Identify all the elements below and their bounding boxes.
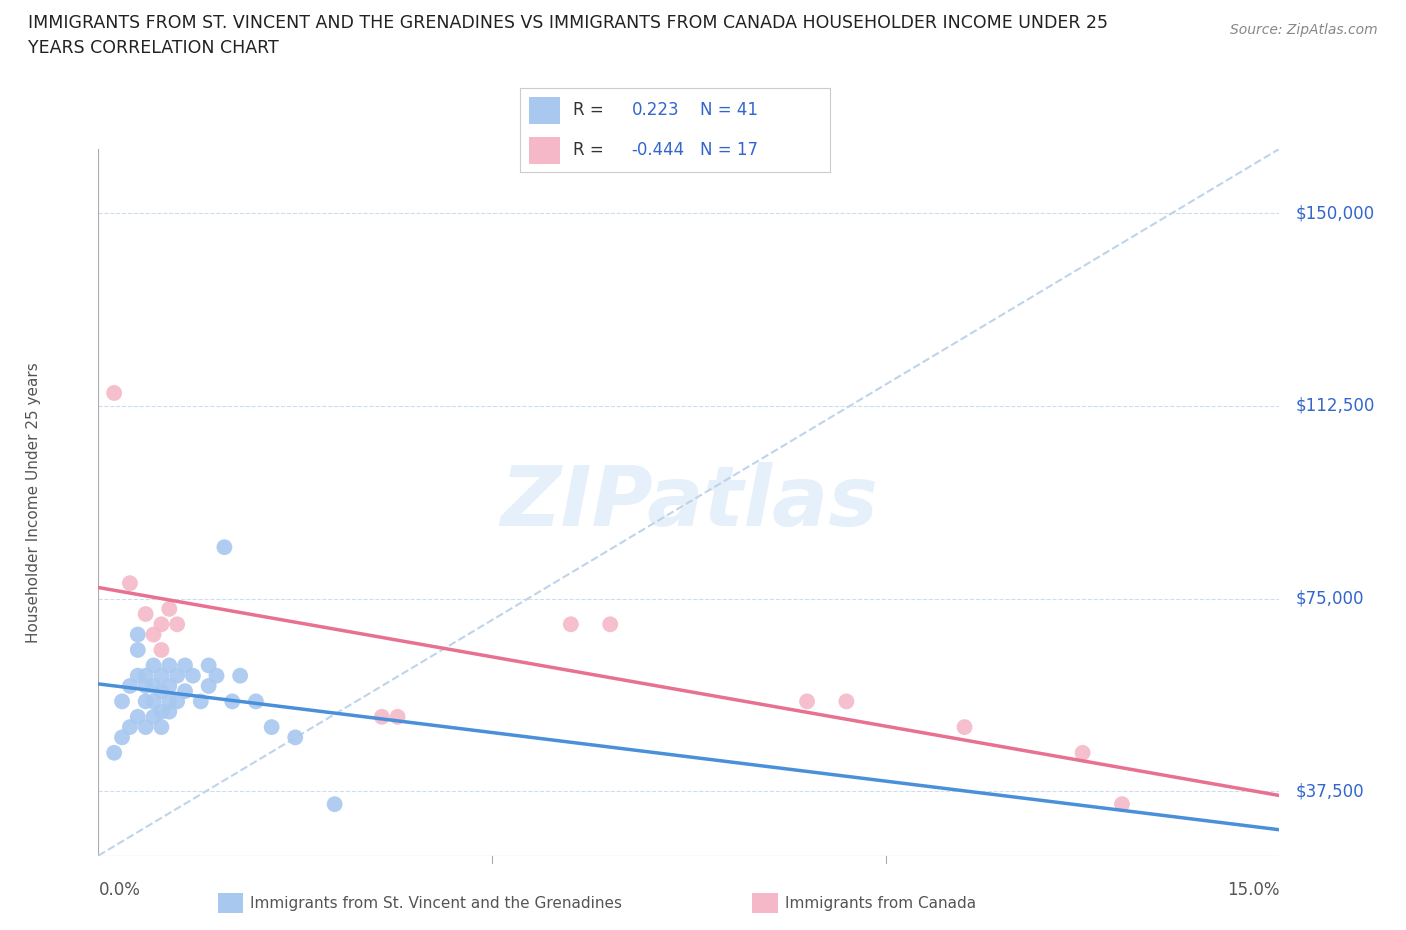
- Point: [157, 602, 180, 617]
- Point: [205, 669, 228, 684]
- Point: [560, 617, 582, 631]
- Point: [157, 679, 180, 694]
- Point: [111, 694, 134, 709]
- Point: [150, 669, 173, 684]
- Point: [127, 627, 149, 642]
- Text: $37,500: $37,500: [1295, 782, 1364, 801]
- Point: [142, 679, 165, 694]
- Text: Immigrants from St. Vincent and the Grenadines: Immigrants from St. Vincent and the Gren…: [250, 896, 623, 910]
- Point: [150, 684, 173, 698]
- Bar: [530, 137, 561, 164]
- Text: 0.0%: 0.0%: [98, 882, 141, 899]
- Point: [157, 658, 180, 672]
- Point: [387, 710, 409, 724]
- Text: $75,000: $75,000: [1295, 590, 1364, 607]
- Point: [127, 710, 149, 724]
- Point: [150, 720, 173, 735]
- Point: [150, 704, 173, 719]
- Point: [157, 704, 180, 719]
- Point: [181, 669, 204, 684]
- Point: [142, 710, 165, 724]
- Point: [1111, 797, 1133, 812]
- Bar: [530, 97, 561, 124]
- Point: [214, 539, 236, 554]
- Point: [127, 643, 149, 658]
- Point: [174, 684, 197, 698]
- Point: [135, 669, 157, 684]
- Point: [953, 720, 976, 735]
- Text: 15.0%: 15.0%: [1227, 882, 1279, 899]
- Text: $112,500: $112,500: [1295, 397, 1375, 415]
- Text: Source: ZipAtlas.com: Source: ZipAtlas.com: [1230, 23, 1378, 37]
- Point: [135, 694, 157, 709]
- Point: [260, 720, 283, 735]
- Text: $150,000: $150,000: [1295, 204, 1374, 222]
- Point: [229, 669, 252, 684]
- Point: [166, 617, 188, 631]
- Point: [150, 617, 173, 631]
- Point: [323, 797, 346, 812]
- Point: [118, 576, 141, 591]
- Point: [166, 694, 188, 709]
- Text: IMMIGRANTS FROM ST. VINCENT AND THE GRENADINES VS IMMIGRANTS FROM CANADA HOUSEHO: IMMIGRANTS FROM ST. VINCENT AND THE GREN…: [28, 14, 1108, 32]
- Point: [118, 679, 141, 694]
- Point: [118, 720, 141, 735]
- Text: N = 41: N = 41: [700, 101, 758, 119]
- Point: [197, 679, 219, 694]
- Point: [599, 617, 621, 631]
- Point: [135, 606, 157, 621]
- Text: R =: R =: [572, 141, 603, 159]
- Point: [245, 694, 267, 709]
- Point: [142, 627, 165, 642]
- Point: [166, 669, 188, 684]
- Point: [135, 720, 157, 735]
- Text: YEARS CORRELATION CHART: YEARS CORRELATION CHART: [28, 39, 278, 57]
- Point: [157, 694, 180, 709]
- Text: R =: R =: [572, 101, 603, 119]
- Point: [135, 679, 157, 694]
- Text: -0.444: -0.444: [631, 141, 685, 159]
- Point: [190, 694, 212, 709]
- Point: [103, 386, 125, 401]
- Point: [103, 745, 125, 760]
- Point: [142, 694, 165, 709]
- Point: [835, 694, 858, 709]
- Text: 0.223: 0.223: [631, 101, 679, 119]
- Text: N = 17: N = 17: [700, 141, 758, 159]
- Point: [371, 710, 394, 724]
- Text: ZIPatlas: ZIPatlas: [501, 461, 877, 543]
- Point: [174, 658, 197, 672]
- Point: [284, 730, 307, 745]
- Point: [796, 694, 818, 709]
- Point: [197, 658, 219, 672]
- Point: [1071, 745, 1094, 760]
- Point: [142, 658, 165, 672]
- Point: [127, 669, 149, 684]
- Text: Immigrants from Canada: Immigrants from Canada: [785, 896, 976, 910]
- Point: [221, 694, 243, 709]
- Point: [150, 643, 173, 658]
- Text: Householder Income Under 25 years: Householder Income Under 25 years: [25, 362, 41, 643]
- Point: [111, 730, 134, 745]
